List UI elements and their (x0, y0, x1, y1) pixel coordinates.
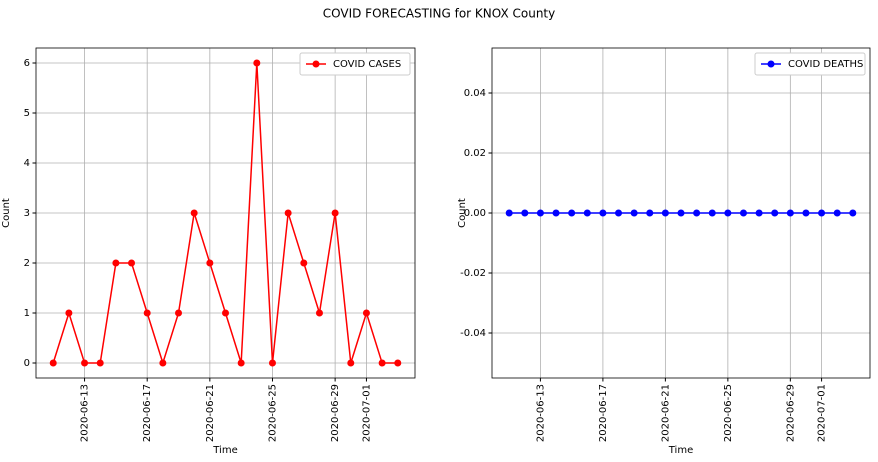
point (755, 209, 763, 217)
point (190, 209, 198, 217)
x-tick-label: 2020-06-25 (267, 384, 278, 442)
point (362, 309, 370, 317)
x-tick-label: 2020-06-13 (535, 384, 546, 442)
point (394, 359, 402, 367)
point (300, 259, 308, 267)
y-tick-label: -0.04 (460, 328, 486, 339)
point (693, 209, 701, 217)
x-tick-label: 2020-07-01 (817, 384, 828, 442)
x-tick-label: 2020-06-25 (723, 384, 734, 442)
y-tick-label: 2 (24, 258, 30, 269)
legend: COVID DEATHS (754, 52, 866, 76)
point (268, 359, 276, 367)
point (849, 209, 857, 217)
point (175, 309, 183, 317)
x-axis-label: Time (668, 445, 693, 456)
point (646, 209, 654, 217)
legend: COVID CASES (299, 52, 411, 76)
y-tick-label: 0 (24, 358, 30, 369)
point (833, 209, 841, 217)
point (65, 309, 73, 317)
y-tick-label: 3 (24, 208, 30, 219)
point (630, 209, 638, 217)
legend-box (754, 52, 866, 76)
y-tick-label: 0.02 (464, 148, 486, 159)
point (505, 209, 513, 217)
legend-marker (767, 60, 775, 68)
point (708, 209, 716, 217)
x-tick-label: 2020-07-01 (361, 384, 372, 442)
axes-frame (35, 47, 416, 379)
legend-label: COVID CASES (333, 59, 401, 70)
point (615, 209, 623, 217)
point (677, 209, 685, 217)
axes-frame (491, 47, 871, 379)
point (284, 209, 292, 217)
point (253, 59, 261, 67)
point (552, 209, 560, 217)
point (159, 359, 167, 367)
point (599, 209, 607, 217)
axes: 0 1 2 3 4 5 6 2020-06-13 2020-06-17 2020-06-21 202… (1, 47, 416, 456)
point (568, 209, 576, 217)
point (378, 359, 386, 367)
point (331, 209, 339, 217)
point (771, 209, 779, 217)
x-tick-label: 2020-06-17 (598, 384, 609, 442)
y-tick-label: 5 (24, 108, 30, 119)
point (206, 259, 214, 267)
x-tick-label: 2020-06-21 (660, 384, 671, 442)
point (802, 209, 810, 217)
legend-label: COVID DEATHS (788, 59, 863, 70)
x-tick-label: 2020-06-29 (785, 384, 796, 442)
legend-marker (312, 60, 320, 68)
x-tick-label: 2020-06-13 (80, 384, 91, 442)
point (521, 209, 529, 217)
x-tick-label: 2020-06-21 (205, 384, 216, 442)
point (96, 359, 104, 367)
figure-title: COVID FORECASTING for KNOX County (323, 7, 555, 21)
legend-box (299, 52, 411, 76)
y-tick-label: 0.00 (464, 208, 486, 219)
point (661, 209, 669, 217)
y-tick-label: 6 (24, 58, 30, 69)
axes: 0.04 0.02 0.00 -0.02 -0.04 2020-06-13 2020-06-… (457, 47, 871, 456)
x-axis-label: Time (212, 445, 237, 456)
point (49, 359, 57, 367)
point (112, 259, 120, 267)
point (583, 209, 591, 217)
point (536, 209, 544, 217)
y-axis-label: Count (457, 198, 468, 228)
point (724, 209, 732, 217)
y-tick-label: -0.02 (460, 268, 486, 279)
y-axis-label: Count (1, 198, 12, 228)
y-tick-label: 4 (24, 158, 30, 169)
point (786, 209, 794, 217)
point (128, 259, 136, 267)
point (222, 309, 229, 317)
x-tick-label: 2020-06-29 (330, 384, 341, 442)
x-tick-label: 2020-06-17 (142, 384, 153, 442)
point (315, 309, 323, 317)
point (81, 359, 89, 367)
point (237, 359, 245, 367)
point (818, 209, 826, 217)
y-tick-label: 1 (24, 308, 30, 319)
point (739, 209, 747, 217)
y-tick-label: 0.04 (464, 88, 486, 99)
point (143, 309, 151, 317)
point (347, 359, 355, 367)
